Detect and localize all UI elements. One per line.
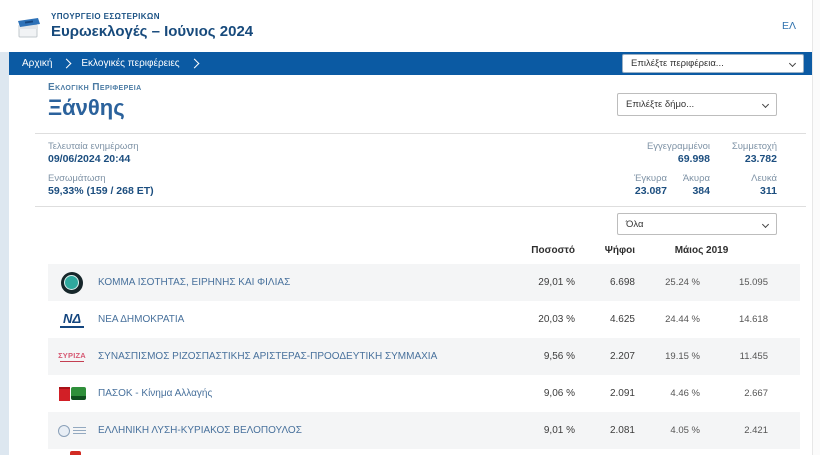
- party-prev-percent: 24.44 %: [665, 314, 700, 325]
- results-filter-select[interactable]: Όλα: [617, 213, 777, 235]
- municipality-select-value: Επιλέξτε δήμο...: [626, 99, 695, 110]
- party-row[interactable]: ΠΑΣΟΚ - Κίνημα Αλλαγής 9,06 % 2.091 4.46…: [48, 375, 800, 412]
- region-select-value: Επιλέξτε περιφέρεια...: [631, 58, 724, 69]
- blank-value: 311: [760, 185, 777, 197]
- party-percent: 9,01 %: [543, 425, 575, 436]
- results-rows: ΚΟΜΜΑ ΙΣΟΤΗΤΑΣ, ΕΙΡΗΝΗΣ ΚΑΙ ΦΙΛΙΑΣ 29,01…: [48, 264, 800, 455]
- party-logo-kief: [58, 270, 86, 296]
- stats-right: Εγγεγραμμένοι Συμμετοχή 69.998 23.782 Έγ…: [567, 141, 777, 198]
- integration-label: Ενσωμάτωση: [48, 173, 106, 184]
- party-row[interactable]: ΚΟΜΜΑ ΙΣΟΤΗΤΑΣ, ΕΙΡΗΝΗΣ ΚΑΙ ΦΙΛΙΑΣ 29,01…: [48, 264, 800, 301]
- breadcrumb-electoral-regions[interactable]: Εκλογικές περιφέρειες: [81, 58, 180, 69]
- registered-value: 69.998: [677, 153, 710, 165]
- party-logo-nd: ΝΔ: [58, 307, 86, 333]
- party-votes: 2.207: [609, 351, 635, 362]
- party-row[interactable]: ΕΛΛΗΝΙΚΗ ΛΥΣΗ-ΚΥΡΙΑΚΟΣ ΒΕΛΟΠΟΥΛΟΣ 9,01 %…: [48, 412, 800, 449]
- valid-label: Έγκυρα: [633, 173, 667, 184]
- party-prev-percent: 25.24 %: [665, 277, 700, 288]
- scrollbar-track[interactable]: [812, 0, 820, 455]
- region-label: Εκλογική Περιφέρεια: [48, 82, 142, 93]
- registered-label: Εγγεγραμμένοι: [646, 141, 710, 152]
- invalid-label: Άκυρα: [682, 173, 710, 184]
- ballot-box-icon: [15, 13, 43, 41]
- party-name: ΣΥΝΑΣΠΙΣΜΟΣ ΡΙΖΟΣΠΑΣΤΙΚΗΣ ΑΡΙΣΤΕΡΑΣ-ΠΡΟΟ…: [98, 351, 438, 362]
- results-table-header: Ποσοστό Ψήφοι Μάιος 2019: [48, 245, 800, 256]
- chevron-right-icon: [61, 58, 72, 69]
- party-prev-votes: 2.667: [744, 388, 768, 399]
- party-row[interactable]: ΝΔ ΝΕΑ ΔΗΜΟΚΡΑΤΙΑ 20,03 % 4.625 24.44 % …: [48, 301, 800, 338]
- party-percent: 9,06 %: [543, 388, 575, 399]
- chevron-down-icon: [761, 220, 770, 228]
- party-votes: 6.698: [609, 277, 635, 288]
- party-logo-syriza: ΣΥΡΙΖΑ: [58, 344, 86, 370]
- party-prev-votes: 15.095: [738, 277, 768, 288]
- party-percent: 20,03 %: [538, 314, 575, 325]
- language-toggle[interactable]: ΕΛ: [781, 20, 796, 32]
- party-cell: ΚΟΜΜΑ ΙΣΟΤΗΤΑΣ, ΕΙΡΗΝΗΣ ΚΑΙ ΦΙΛΙΑΣ: [58, 270, 480, 296]
- party-name: ΠΑΣΟΚ - Κίνημα Αλλαγής: [98, 388, 213, 399]
- party-prev-votes: 11.455: [739, 351, 768, 362]
- invalid-value: 384: [692, 185, 710, 197]
- last-update-value: 09/06/2024 20:44: [48, 153, 131, 165]
- divider: [35, 133, 806, 134]
- party-name: ΝΕΑ ΔΗΜΟΚΡΑΤΙΑ: [98, 314, 185, 325]
- results-filter-value: Όλα: [626, 218, 644, 230]
- app-header: ΥΠΟΥΡΓΕΙΟ ΕΣΩΤΕΡΙΚΩΝ Ευρωεκλογές – Ιούνι…: [9, 0, 812, 52]
- turnout-value: 23.782: [744, 153, 777, 165]
- party-votes: 4.625: [609, 314, 635, 325]
- header-votes: Ψήφοι: [604, 245, 635, 256]
- header-may-2019: Μάιος 2019: [674, 245, 729, 256]
- party-prev-votes: 14.618: [738, 314, 768, 325]
- page-title: Ευρωεκλογές – Ιούνιος 2024: [51, 23, 254, 40]
- party-name: ΕΛΛΗΝΙΚΗ ΛΥΣΗ-ΚΥΡΙΑΚΟΣ ΒΕΛΟΠΟΥΛΟΣ: [98, 425, 302, 436]
- party-prev-percent: 4.46 %: [670, 388, 700, 399]
- party-votes: 2.091: [609, 388, 635, 399]
- region-select[interactable]: Επιλέξτε περιφέρεια...: [622, 54, 804, 73]
- party-cell: ΣΥΡΙΖΑ ΣΥΝΑΣΠΙΣΜΟΣ ΡΙΖΟΣΠΑΣΤΙΚΗΣ ΑΡΙΣΤΕΡ…: [58, 344, 480, 370]
- party-percent: 9,56 %: [543, 351, 575, 362]
- party-logo-kke-partial: [70, 451, 81, 455]
- party-prev-percent: 4.05 %: [670, 425, 700, 436]
- municipality-select[interactable]: Επιλέξτε δήμο...: [617, 93, 777, 116]
- breadcrumb-home[interactable]: Αρχική: [22, 58, 53, 69]
- header-percent: Ποσοστό: [531, 245, 575, 256]
- header-titles: ΥΠΟΥΡΓΕΙΟ ΕΣΩΤΕΡΙΚΩΝ Ευρωεκλογές – Ιούνι…: [51, 12, 253, 40]
- blank-label: Λευκά: [751, 173, 777, 184]
- integration-value: 59,33% (159 / 268 ΕΤ): [48, 185, 154, 197]
- party-votes: 2.081: [609, 425, 635, 436]
- party-prev-percent: 19.15 %: [665, 351, 700, 362]
- stats-panel: Τελευταία ενημέρωση 09/06/2024 20:44 Ενσ…: [48, 141, 777, 201]
- party-logo-elliniki-lysi: [58, 418, 86, 444]
- last-update-label: Τελευταία ενημέρωση: [48, 141, 139, 152]
- region-name: Ξάνθης: [48, 95, 125, 120]
- party-cell: ΝΔ ΝΕΑ ΔΗΜΟΚΡΑΤΙΑ: [58, 307, 480, 333]
- party-row-partial[interactable]: [48, 449, 800, 455]
- region-heading: Εκλογική Περιφέρεια Ξάνθης: [48, 82, 142, 121]
- chevron-right-icon: [189, 58, 200, 69]
- party-percent: 29,01 %: [538, 277, 575, 288]
- party-prev-votes: 2.421: [744, 425, 768, 436]
- breadcrumb: Αρχική Εκλογικές περιφέρειες Επιλέξτε πε…: [9, 52, 812, 75]
- valid-value: 23.087: [634, 185, 667, 197]
- stats-left: Τελευταία ενημέρωση 09/06/2024 20:44 Ενσ…: [48, 141, 777, 198]
- party-cell: ΕΛΛΗΝΙΚΗ ΛΥΣΗ-ΚΥΡΙΑΚΟΣ ΒΕΛΟΠΟΥΛΟΣ: [58, 418, 480, 444]
- turnout-label: Συμμετοχή: [731, 141, 777, 152]
- ministry-label: ΥΠΟΥΡΓΕΙΟ ΕΣΩΤΕΡΙΚΩΝ: [51, 12, 160, 21]
- divider: [35, 206, 806, 207]
- party-row[interactable]: ΣΥΡΙΖΑ ΣΥΝΑΣΠΙΣΜΟΣ ΡΙΖΟΣΠΑΣΤΙΚΗΣ ΑΡΙΣΤΕΡ…: [48, 338, 800, 375]
- party-cell: ΠΑΣΟΚ - Κίνημα Αλλαγής: [58, 381, 480, 407]
- chevron-down-icon: [788, 59, 797, 68]
- party-logo-pasok: [58, 381, 86, 407]
- party-name: ΚΟΜΜΑ ΙΣΟΤΗΤΑΣ, ΕΙΡΗΝΗΣ ΚΑΙ ΦΙΛΙΑΣ: [98, 277, 291, 288]
- chevron-down-icon: [761, 100, 770, 109]
- left-edge-strip: [0, 52, 9, 455]
